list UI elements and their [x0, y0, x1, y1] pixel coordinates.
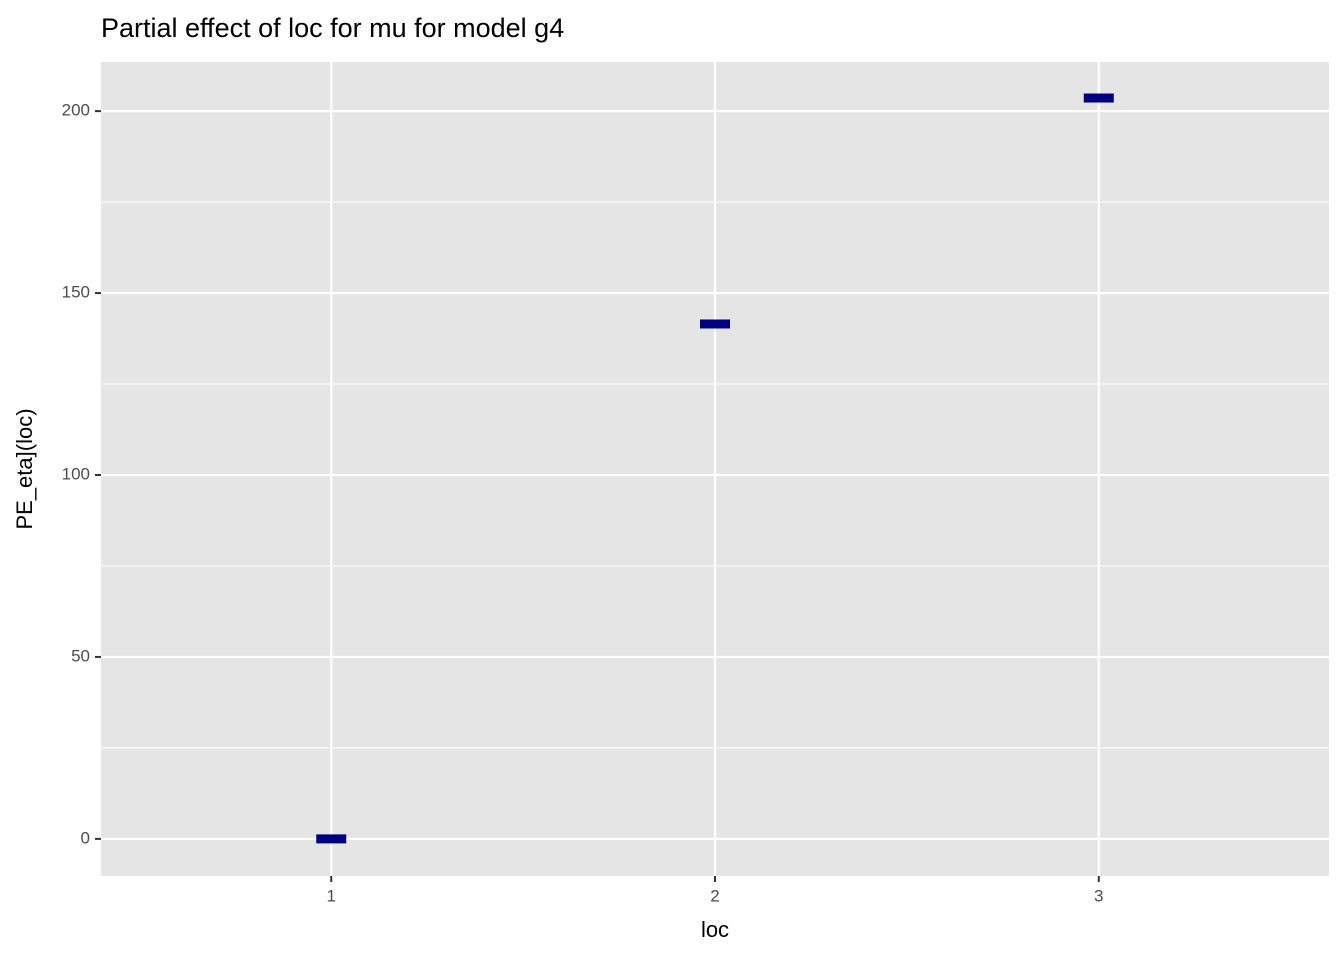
- y-tick-label: 0: [81, 828, 90, 847]
- chart-title: Partial effect of loc for mu for model g…: [101, 13, 564, 43]
- y-tick-label: 100: [62, 464, 90, 483]
- point-mark: [1083, 93, 1114, 103]
- y-tick-label: 50: [71, 646, 90, 665]
- x-tick-label: 1: [327, 886, 336, 905]
- y-tick-label: 200: [62, 101, 90, 120]
- point-mark: [316, 834, 347, 844]
- y-tick-label: 150: [62, 283, 90, 302]
- x-tick-label: 3: [1094, 886, 1103, 905]
- point-mark: [700, 319, 730, 329]
- y-axis-title: PE_eta](loc): [12, 408, 37, 529]
- x-tick-label: 2: [710, 886, 719, 905]
- x-axis-title: loc: [701, 917, 729, 942]
